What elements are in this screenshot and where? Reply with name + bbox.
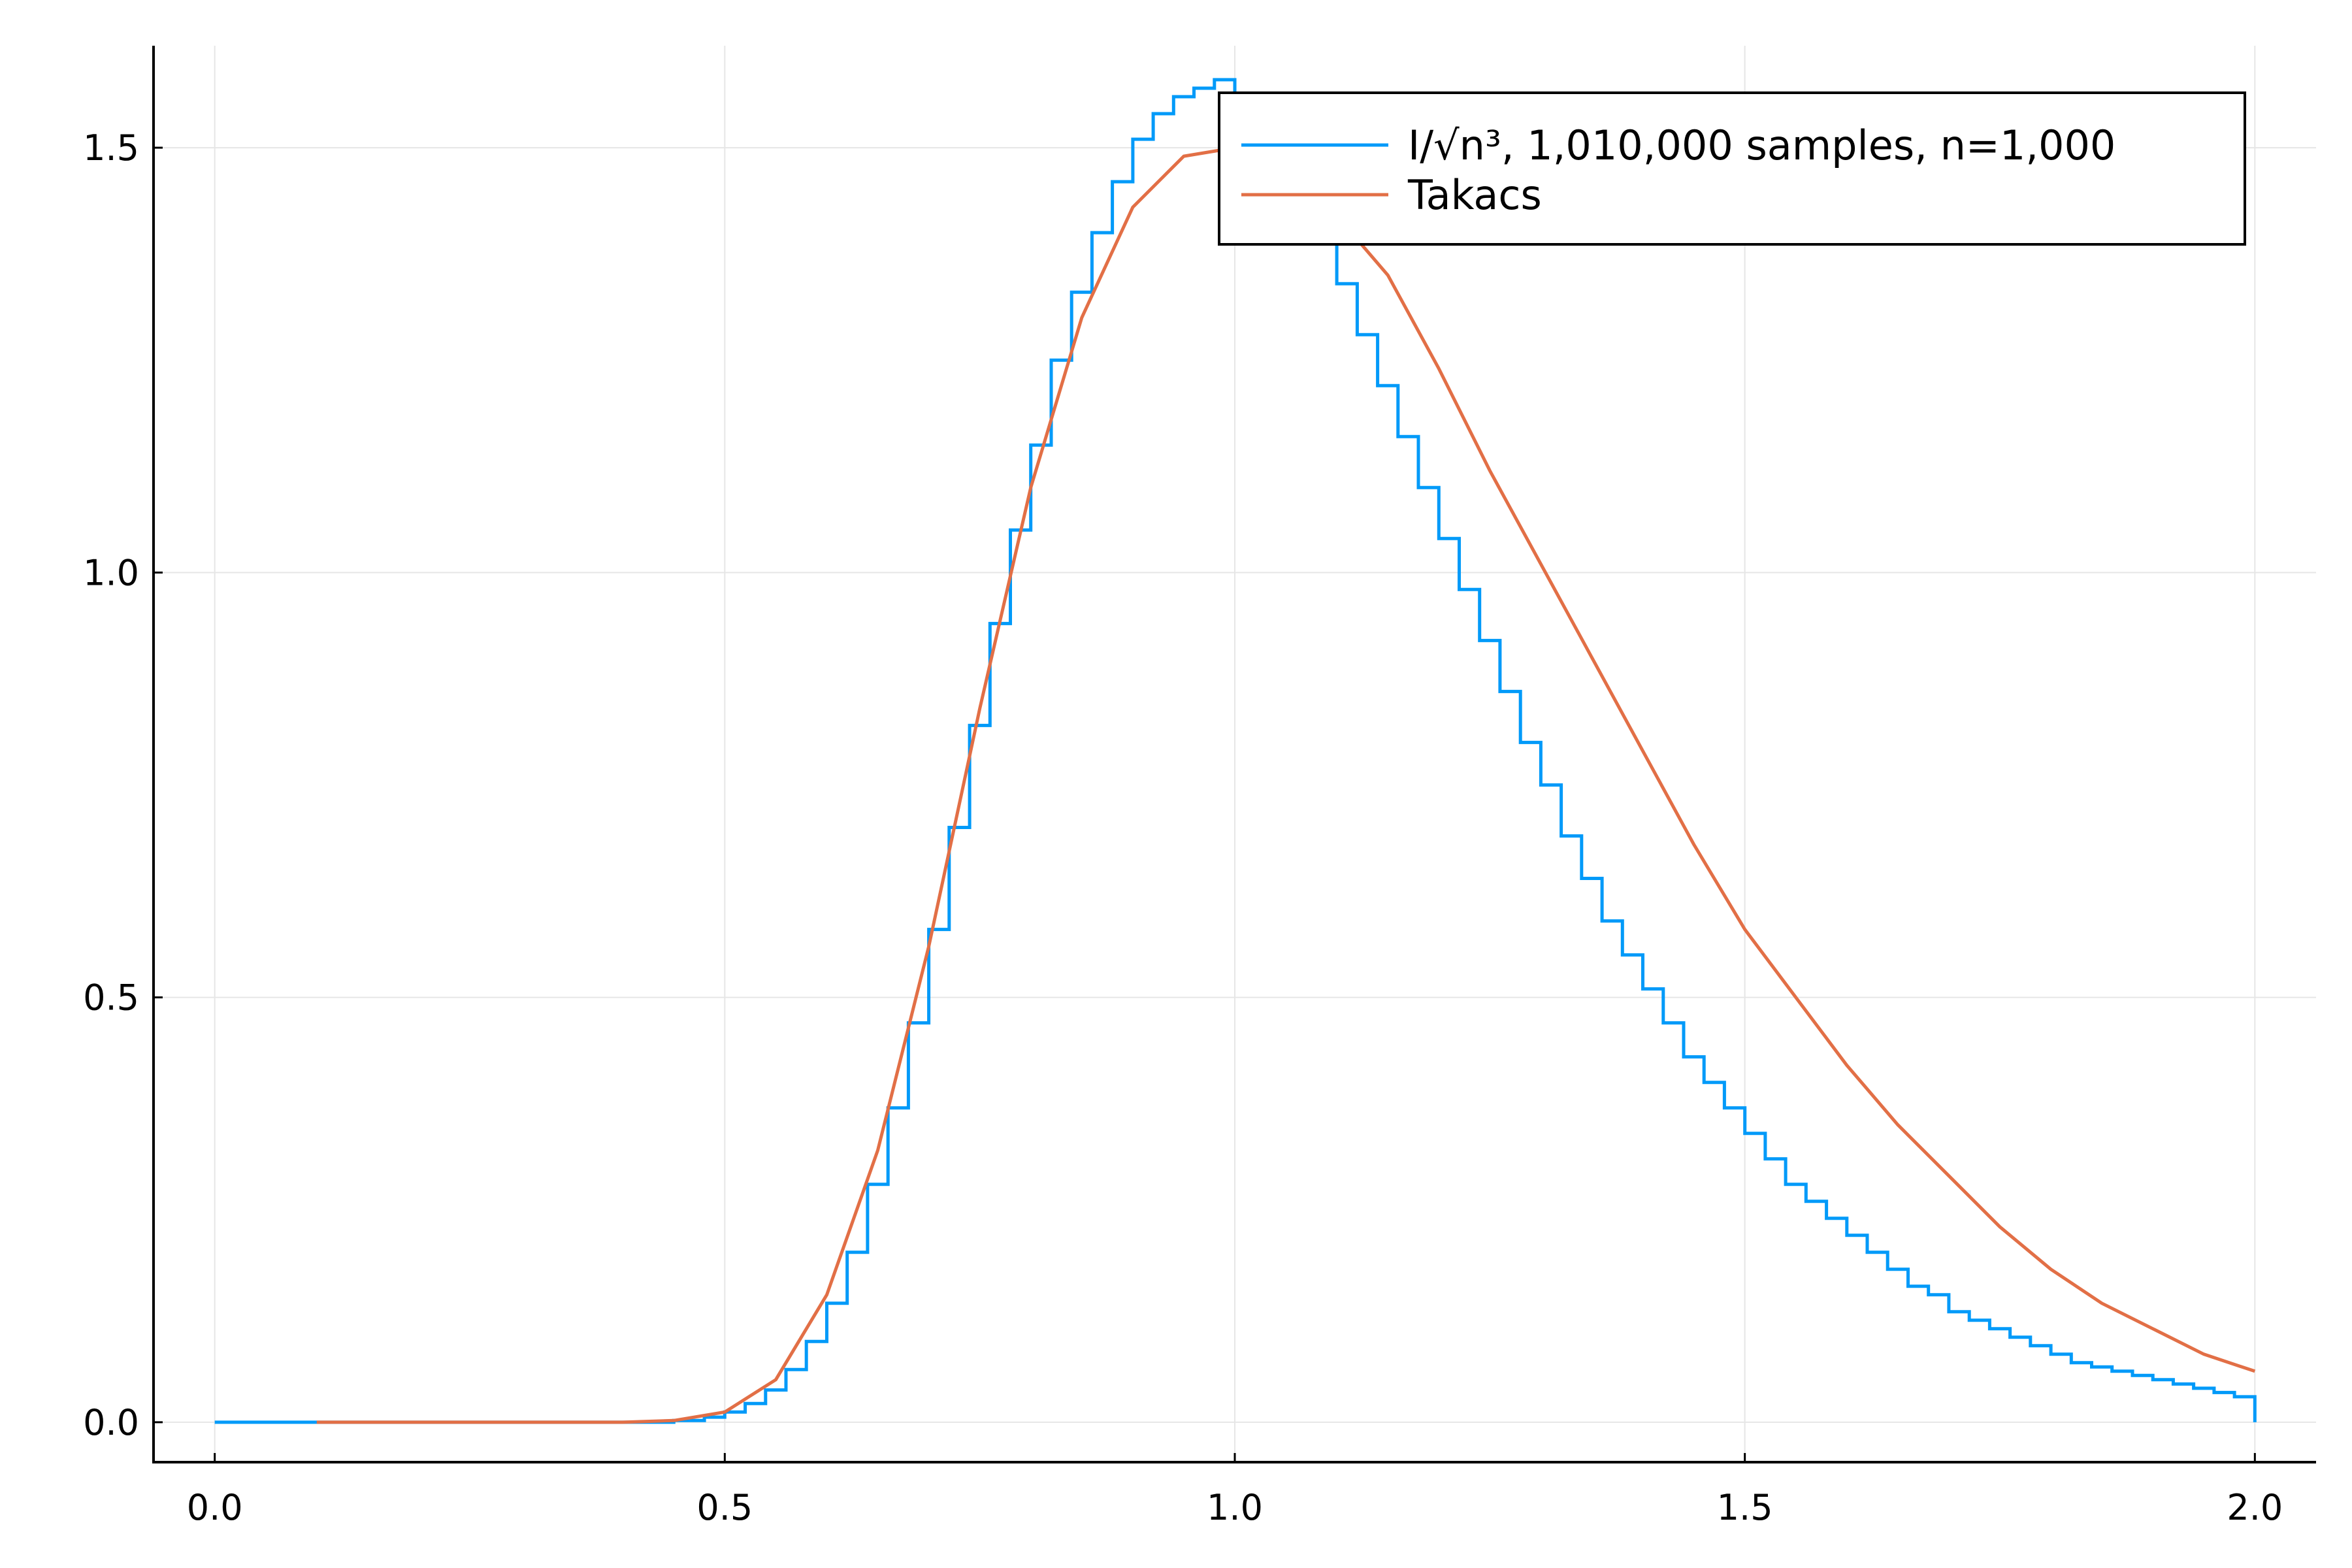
grid-layer	[154, 46, 2316, 1462]
x-tick-label: 2.0	[2227, 1487, 2283, 1528]
legend-label-takacs: Takacs	[1407, 171, 1542, 219]
legend-label-histogram: I/√n³, 1,010,000 samples, n=1,000	[1408, 122, 2115, 169]
x-tick-label: 0.0	[187, 1487, 243, 1528]
tick-layer: 0.0 0.5 1.0 1.5 2.0 0.0 0.5 1.0 1.5	[83, 127, 2283, 1528]
x-tick-label: 1.0	[1207, 1487, 1263, 1528]
legend-box	[1218, 91, 2246, 246]
y-tick-label: 0.0	[83, 1402, 139, 1443]
x-tick-label: 0.5	[696, 1487, 753, 1528]
y-tick-label: 1.5	[83, 127, 139, 169]
y-tick-label: 0.5	[83, 977, 139, 1019]
series-takacs-line	[316, 146, 2256, 1424]
series-histogram-step	[214, 78, 2257, 1424]
y-tick-label: 1.0	[83, 552, 139, 593]
legend: I/√n³, 1,010,000 samples, n=1,000 Takacs	[1218, 91, 2246, 246]
x-tick-label: 1.5	[1717, 1487, 1773, 1528]
